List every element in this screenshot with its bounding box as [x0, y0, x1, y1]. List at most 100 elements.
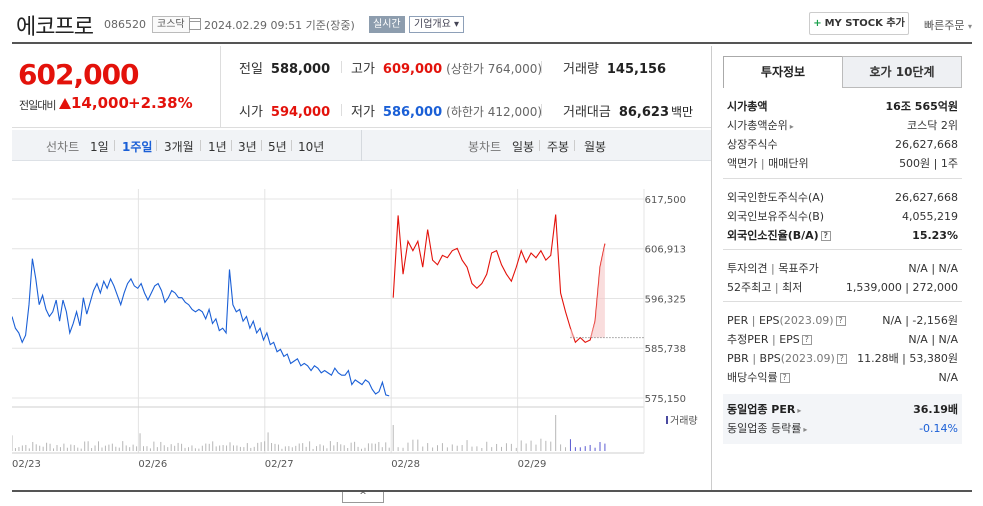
est-per-label: 추정PER [727, 333, 769, 346]
divider [156, 140, 157, 151]
market-badge: 코스닥 [152, 16, 190, 33]
y-tick-label: 596,325 [645, 295, 686, 306]
gain-area [570, 243, 605, 338]
chevron-down-icon: ▾ [967, 22, 972, 31]
sector-change-label: 동일업종 등락률 [727, 422, 802, 435]
collapse-chart-button[interactable]: ^ [342, 492, 384, 503]
toolbar-divider [361, 130, 362, 161]
high-stat: 고가 609,000 (상한가 764,000) [351, 58, 542, 77]
stock-header: 에코프로 086520 코스닥 2024.02.29 09:51 기준(장중) … [12, 0, 972, 44]
shares-value: 26,627,668 [895, 138, 958, 151]
x-tick-label: 02/29 [518, 459, 547, 470]
divider [114, 140, 115, 151]
par-lot-row: 액면가 | 매매단위 500원 | 1주 [723, 154, 962, 173]
price-stats: 전일 588,000 고가 609,000 (상한가 764,000) 거래량 145,… [220, 46, 711, 128]
lot-label: 매매단위 [768, 157, 809, 170]
candle-daily[interactable]: 일봉 [512, 140, 535, 154]
chevron-down-icon: ▾ [454, 19, 460, 30]
candle-monthly[interactable]: 월봉 [584, 140, 607, 154]
divider [539, 140, 540, 151]
sector-change-value: -0.14% [919, 422, 958, 435]
est-per-eps-value: N/A | N/A [908, 333, 958, 346]
par-label: 액면가 [727, 157, 758, 170]
quick-order-button[interactable]: 빠른주문 ▾ [924, 17, 972, 33]
sector-change-row[interactable]: 동일업종 등락률 ▸ -0.14% [723, 419, 962, 438]
period-1w[interactable]: 1주일 [122, 140, 153, 154]
chart-svg: 617,500 606,913 596,325 585,738 575,150 02/23… [12, 189, 698, 470]
foreign-hold-value: 4,055,219 [902, 210, 958, 223]
volume-legend-label: 거래량 [670, 415, 698, 427]
tab-investment-info[interactable]: 투자정보 [723, 56, 843, 88]
valuation-block: PER | EPS(2023.09)? N/A | -2,156원 추정PER |… [723, 311, 962, 387]
week52-label: 52주최고 [727, 281, 772, 294]
cap-rank-row[interactable]: 시가총액순위 ▸ 코스닥 2위 [723, 116, 962, 135]
amount-stat: 거래대금 86,623 백만 [563, 101, 693, 120]
cap-rank-label: 시가총액순위 [727, 119, 788, 132]
open-value: 594,000 [270, 105, 331, 120]
tab-order-book-10[interactable]: 호가 10단계 [842, 56, 962, 88]
add-my-stock-button[interactable]: + MY STOCK 추가 [809, 12, 909, 35]
bps-label: BPS [759, 352, 781, 365]
sector-per-row[interactable]: 동일업종 PER ▸ 36.19배 [723, 400, 962, 419]
up-triangle-icon [59, 98, 71, 109]
foreign-ratio-label: 외국인소진율(B/A) [727, 229, 819, 242]
high-label: 고가 [351, 62, 375, 77]
est-per-eps-row: 추정PER | EPS? N/A | N/A [723, 330, 962, 349]
candle-weekly[interactable]: 주봉 [547, 140, 570, 154]
company-overview-button[interactable]: 기업개요 ▾ [409, 16, 465, 33]
divider [541, 61, 542, 73]
foreign-ratio-value: 15.23% [912, 229, 958, 242]
stock-code: 086520 [104, 18, 146, 31]
period-3m[interactable]: 3개월 [164, 140, 194, 154]
chart-toolbar: 선차트 1일 1주일 3개월 1년 3년 5년 10년 봉차트 일봉 주봉 월봉 [12, 130, 711, 161]
period-3y[interactable]: 3년 [238, 140, 257, 154]
pbr-bps-row: PBR | BPS(2023.09)? 11.28배 | 53,380원 [723, 349, 962, 368]
current-price: 602,000 [18, 58, 140, 91]
opinion-label: 투자의견 [727, 262, 768, 275]
per-label: PER [727, 314, 749, 327]
y-tick-label: 606,913 [645, 245, 686, 256]
shares-row: 상장주식수 26,627,668 [723, 135, 962, 154]
period-5y[interactable]: 5년 [268, 140, 287, 154]
company-overview-label: 기업개요 [414, 19, 451, 30]
amount-unit: 백만 [671, 105, 694, 119]
est-eps-label: EPS [779, 333, 800, 346]
investment-info-panel: 투자정보 호가 10단계 시가총액 16조 565억원 시가총액순위 ▸ 코스닥 2위… [711, 46, 972, 490]
y-tick-label: 585,738 [645, 344, 686, 355]
chevron-up-icon: ^ [359, 491, 367, 501]
help-icon[interactable]: ? [801, 335, 812, 345]
chevron-right-icon: ▸ [803, 425, 808, 434]
help-icon[interactable]: ? [835, 316, 846, 326]
bps-period: (2023.09) [780, 352, 835, 365]
divider [341, 61, 342, 73]
dividend-label: 배당수익률 [727, 371, 778, 384]
x-tick-label: 02/28 [391, 459, 420, 470]
period-1d[interactable]: 1일 [90, 140, 109, 154]
calendar-icon [189, 18, 201, 30]
period-1y[interactable]: 1년 [208, 140, 227, 154]
high-value: 609,000 [382, 62, 443, 77]
foreign-ratio-row: 외국인소진율(B/A)? 15.23% [723, 226, 962, 245]
low-value: 586,000 [382, 105, 443, 120]
divider [261, 140, 262, 151]
chevron-right-icon: ▸ [789, 122, 794, 131]
line-chart-label: 선차트 [46, 140, 80, 154]
per-eps-value: N/A | -2,156원 [882, 314, 958, 327]
foreign-limit-row: 외국인한도주식수(A) 26,627,668 [723, 188, 962, 207]
chevron-right-icon: ▸ [797, 406, 802, 415]
series-line-blue [12, 258, 390, 397]
period-10y[interactable]: 10년 [298, 140, 325, 154]
market-cap-value: 16조 565억원 [885, 100, 958, 113]
help-icon[interactable]: ? [779, 373, 790, 383]
help-icon[interactable]: ? [836, 354, 847, 364]
change-label: 전일대비 [19, 99, 56, 112]
bottom-divider [12, 490, 972, 492]
divider [341, 104, 342, 116]
volume-value: 145,156 [606, 62, 667, 77]
current-price-box: 602,000 전일대비 14,000 +2.38% [12, 46, 220, 128]
price-chart[interactable]: 617,500 606,913 596,325 585,738 575,150 02/23… [12, 161, 711, 491]
help-icon[interactable]: ? [820, 231, 831, 241]
y-tick-label: 575,150 [645, 394, 686, 405]
foreign-hold-label: 외국인보유주식수(B) [727, 210, 825, 223]
divider [231, 140, 232, 151]
